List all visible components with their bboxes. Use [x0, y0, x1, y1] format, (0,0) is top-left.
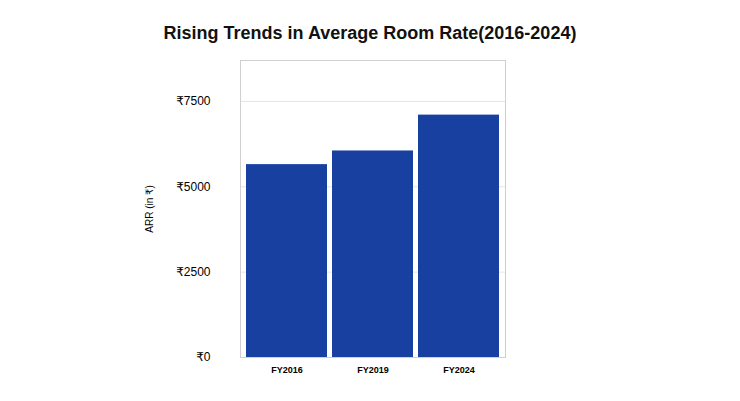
svg-text:₹2500: ₹2500 [176, 265, 211, 279]
svg-text:₹0: ₹0 [196, 350, 211, 364]
html-text:Rising Trends in Average Room: Rising Trends in Average Room Rate(2016-… [163, 23, 577, 43]
svg-text:ARR (in ₹): ARR (in ₹) [144, 185, 155, 232]
svg-text:₹5000: ₹5000 [176, 180, 211, 194]
svg-text:FY2019: FY2019 [357, 365, 389, 375]
svg-text:₹7500: ₹7500 [176, 94, 211, 108]
svg-text:FY2016: FY2016 [271, 365, 303, 375]
svg-text:FY2024: FY2024 [443, 365, 475, 375]
